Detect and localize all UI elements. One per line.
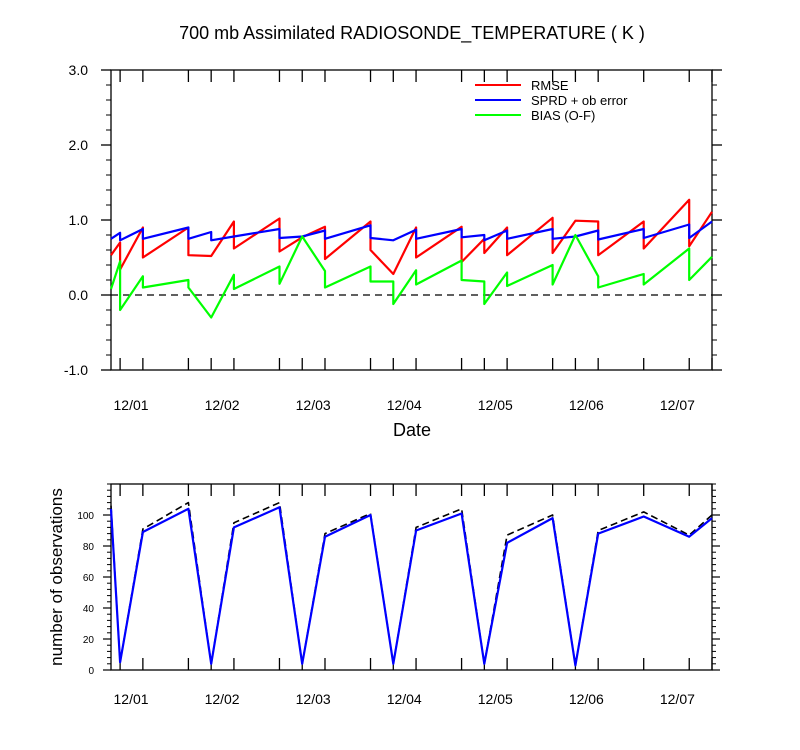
x-tick-label: 12/01 (114, 397, 149, 413)
y-axis-label: number of observations (47, 488, 66, 666)
x-tick-label: 12/06 (569, 691, 604, 707)
legend-label: BIAS (O-F) (531, 108, 595, 123)
y-tick-label: 60 (83, 573, 95, 584)
chart-title: 700 mb Assimilated RADIOSONDE_TEMPERATUR… (179, 23, 645, 44)
series-lines (109, 501, 713, 667)
series-line-3 (109, 233, 713, 319)
rmse-chart: 3.02.01.00.0-1.0 12/01 12/02 12/03 12/04 12/… (64, 62, 722, 440)
series-lines (109, 198, 713, 319)
x-tick-label: 12/04 (387, 397, 422, 413)
plot-frame (110, 69, 713, 371)
y-tick-label: 0.0 (69, 287, 89, 303)
x-tick-label: 12/05 (478, 397, 513, 413)
x-tick-label: 12/07 (660, 397, 695, 413)
obs-line-2 (109, 506, 713, 667)
y-tick-label: -1.0 (64, 362, 88, 378)
y-tick-label: 100 (77, 511, 94, 522)
x-tick-label: 12/04 (387, 691, 422, 707)
y-ticks: 3.0 2.0 1.0 0.0 -1.0 (64, 62, 722, 378)
x-tick-label: 12/03 (296, 397, 331, 413)
x-ticks: 12/01 12/02 12/03 12/04 12/05 12/06 12/07 (114, 484, 713, 707)
x-tick-label: 12/07 (660, 691, 695, 707)
series-line-2 (110, 220, 713, 242)
y-tick-label: 0 (88, 666, 94, 677)
x-tick-label: 12/05 (478, 691, 513, 707)
x-axis-label: Date (393, 420, 431, 440)
y-tick-label: 1.0 (69, 212, 89, 228)
x-tick-label: 12/01 (114, 691, 149, 707)
y-tick-label: 20 (83, 635, 95, 646)
y-tick-label: 2.0 (69, 137, 89, 153)
x-tick-label: 12/02 (205, 691, 240, 707)
obs-line-1 (110, 501, 713, 667)
plot-frame (110, 483, 713, 671)
x-tick-label: 12/02 (205, 397, 240, 413)
x-tick-label: 12/06 (569, 397, 604, 413)
y-tick-label: 40 (83, 604, 95, 615)
y-tick-label: 80 (83, 542, 95, 553)
y-tick-label: 3.0 (69, 62, 89, 78)
legend-label: SPRD + ob error (531, 93, 628, 108)
x-tick-label: 12/03 (296, 691, 331, 707)
x-ticks: 12/01 12/02 12/03 12/04 12/05 12/06 12/07 (114, 70, 713, 413)
series-line-1 (110, 198, 713, 276)
legend-label: RMSE (531, 78, 569, 93)
y-ticks: 0 20 40 60 80 100 (77, 483, 720, 677)
